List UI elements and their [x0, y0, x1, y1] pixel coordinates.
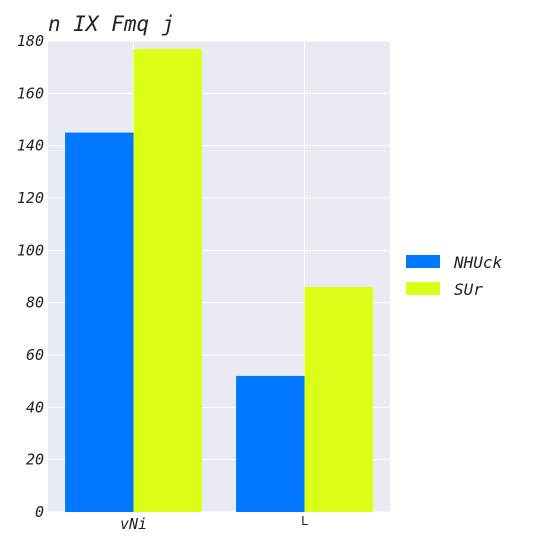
legend-label: NHUck	[453, 253, 503, 272]
x-axis-ticks: vNi L	[120, 514, 308, 533]
bar-NHUck-vNi	[65, 132, 134, 513]
y-tick-label: 20	[26, 451, 44, 469]
y-axis-ticks: 0 20 40 60 80 100 120 140 160 180	[17, 32, 44, 521]
y-tick-label: 160	[17, 84, 44, 102]
legend-label: SUr	[454, 280, 483, 299]
legend-swatch	[406, 282, 440, 295]
y-tick-label: 0	[35, 503, 44, 521]
y-tick-label: 120	[17, 189, 44, 207]
x-tick-label: vNi	[120, 515, 147, 533]
bars	[65, 48, 373, 513]
bar-NHUck-L	[236, 375, 305, 512]
bar-SUr-vNi	[133, 48, 202, 512]
chart-title: n IX Fmq j	[48, 12, 174, 36]
y-tick-label: 40	[26, 398, 44, 416]
y-tick-label: 100	[17, 241, 44, 259]
bar-SUr-L	[304, 286, 373, 512]
legend: NHUck SUr	[406, 253, 503, 299]
y-tick-label: 140	[17, 137, 44, 155]
y-tick-label: 180	[17, 32, 44, 50]
legend-swatch	[406, 255, 440, 268]
y-tick-label: 60	[26, 346, 44, 364]
y-tick-label: 80	[26, 294, 44, 312]
x-tick-label: L	[301, 514, 308, 528]
